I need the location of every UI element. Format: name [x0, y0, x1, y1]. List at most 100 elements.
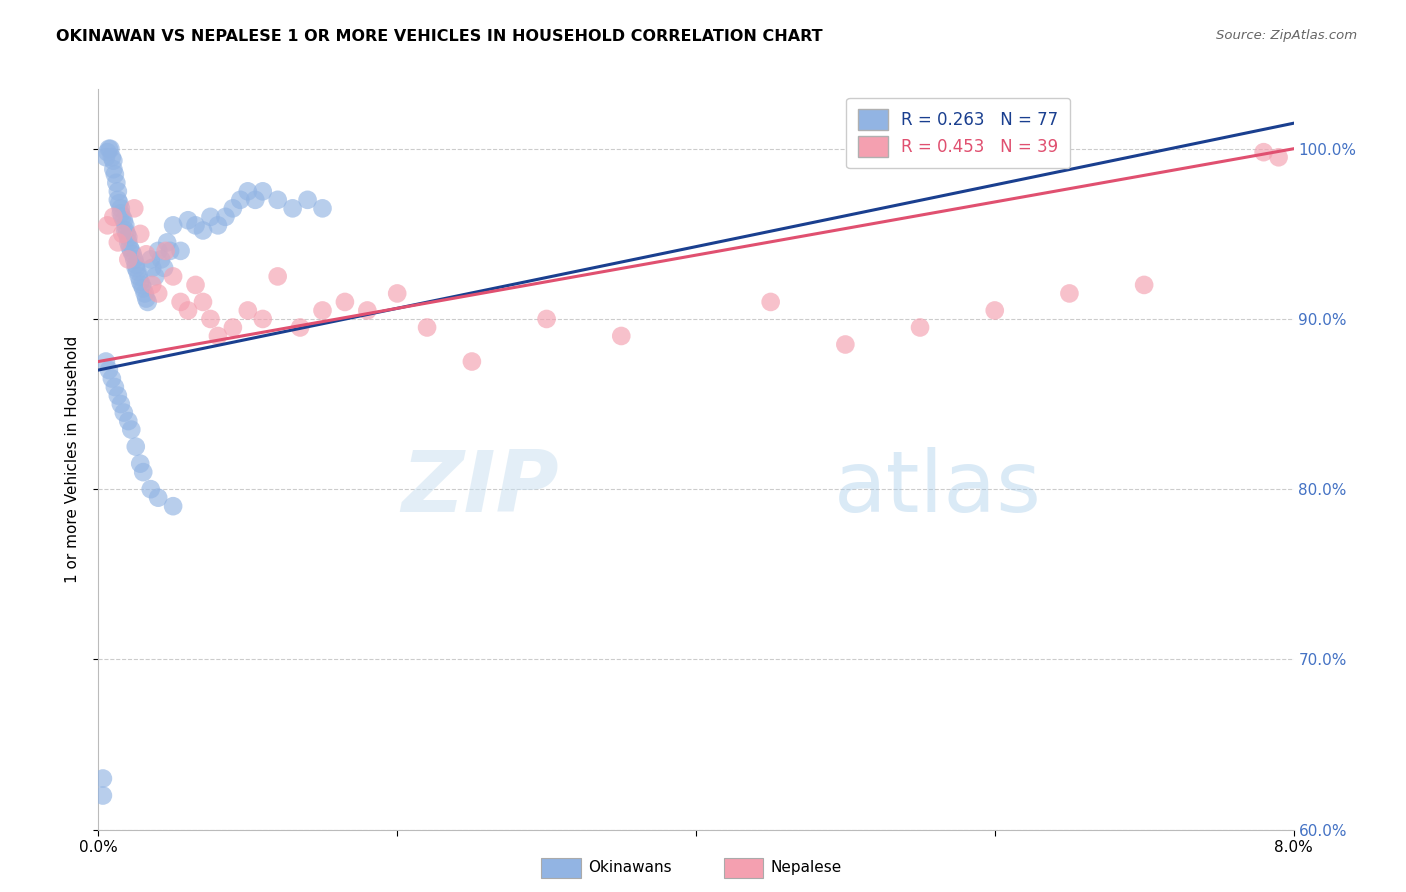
Point — [333, 295, 356, 310]
Point — [288, 320, 311, 334]
Point — [177, 303, 200, 318]
Point — [356, 303, 378, 318]
Point — [103, 162, 125, 177]
Point — [156, 235, 179, 250]
Point — [110, 202, 132, 216]
Point — [143, 269, 166, 284]
Text: OKINAWAN VS NEPALESE 1 OR MORE VEHICLES IN HOUSEHOLD CORRELATION CHART: OKINAWAN VS NEPALESE 1 OR MORE VEHICLES … — [56, 29, 823, 44]
Point — [148, 491, 170, 505]
Point — [200, 312, 222, 326]
Point — [105, 176, 128, 190]
Point — [120, 423, 142, 437]
Point — [148, 286, 170, 301]
Point — [114, 223, 136, 237]
Point — [141, 277, 163, 292]
Point — [91, 772, 114, 786]
Point — [135, 247, 157, 261]
Point — [759, 295, 782, 310]
Point — [135, 292, 157, 306]
Point — [214, 210, 236, 224]
Point — [153, 260, 176, 275]
Point — [311, 303, 333, 318]
Point — [229, 193, 252, 207]
Point — [94, 150, 117, 164]
Point — [169, 295, 191, 310]
Point — [984, 303, 1007, 318]
Text: ZIP: ZIP — [401, 448, 558, 531]
Point — [121, 247, 143, 261]
Point — [207, 219, 229, 233]
Point — [267, 269, 290, 284]
Point — [110, 397, 132, 411]
Point — [162, 499, 184, 513]
Point — [162, 269, 184, 284]
Point — [97, 363, 120, 377]
Point — [908, 320, 931, 334]
Point — [120, 244, 142, 258]
Point — [98, 142, 122, 156]
Point — [297, 193, 319, 207]
Point — [118, 240, 141, 254]
Point — [103, 210, 125, 224]
Point — [96, 145, 118, 160]
Point — [136, 295, 159, 310]
Point — [117, 414, 139, 428]
Y-axis label: 1 or more Vehicles in Household: 1 or more Vehicles in Household — [65, 335, 80, 583]
Point — [150, 252, 173, 267]
Point — [139, 252, 162, 267]
Point — [131, 277, 153, 292]
Point — [101, 371, 124, 385]
Point — [117, 235, 139, 250]
Point — [132, 465, 155, 479]
Point — [91, 789, 114, 803]
Point — [222, 320, 245, 334]
Point — [1253, 145, 1275, 160]
Point — [207, 329, 229, 343]
Point — [1133, 277, 1156, 292]
Point — [222, 202, 245, 216]
Point — [125, 440, 148, 454]
Point — [169, 244, 191, 258]
Point — [134, 286, 156, 301]
Point — [127, 264, 149, 278]
Legend: R = 0.263   N = 77, R = 0.453   N = 39: R = 0.263 N = 77, R = 0.453 N = 39 — [846, 97, 1070, 169]
Point — [103, 153, 125, 168]
Point — [1267, 150, 1289, 164]
Point — [94, 354, 117, 368]
Point — [107, 388, 129, 402]
Point — [155, 244, 177, 258]
Point — [110, 206, 132, 220]
Point — [159, 244, 181, 258]
Point — [107, 184, 129, 198]
Point — [148, 244, 170, 258]
Point — [96, 219, 118, 233]
Point — [252, 184, 274, 198]
Point — [184, 277, 207, 292]
Point — [107, 193, 129, 207]
Point — [236, 184, 259, 198]
Point — [236, 303, 259, 318]
Point — [107, 235, 129, 250]
Point — [115, 227, 138, 241]
Point — [111, 227, 134, 241]
Point — [1059, 286, 1081, 301]
Point — [245, 193, 267, 207]
Point — [536, 312, 558, 326]
Text: Nepalese: Nepalese — [770, 861, 842, 875]
Point — [139, 482, 162, 496]
Point — [129, 227, 152, 241]
Point — [104, 380, 127, 394]
Point — [101, 150, 124, 164]
Point — [281, 202, 304, 216]
Point — [252, 312, 274, 326]
Point — [129, 457, 152, 471]
Point — [834, 337, 856, 351]
Point — [112, 406, 135, 420]
Point — [104, 167, 127, 181]
Point — [610, 329, 633, 343]
Point — [191, 223, 214, 237]
Point — [124, 252, 146, 267]
Point — [128, 269, 150, 284]
Point — [416, 320, 439, 334]
Point — [200, 210, 222, 224]
